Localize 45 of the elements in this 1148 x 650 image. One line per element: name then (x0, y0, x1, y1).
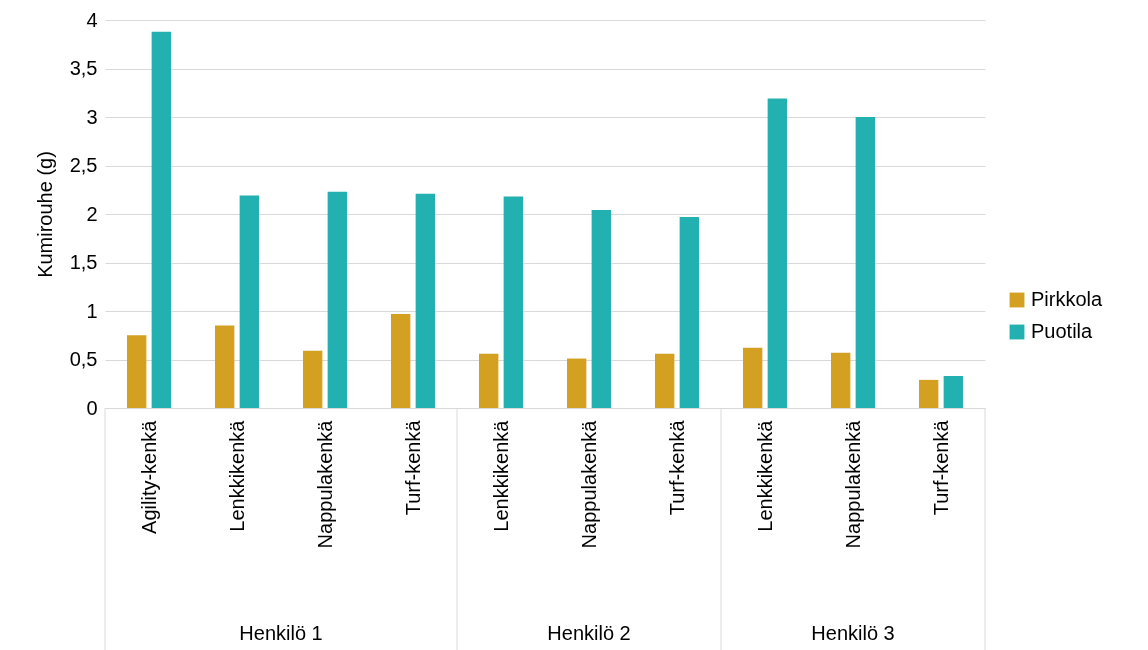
legend-label: Pirkkola (1031, 288, 1104, 310)
y-tick-label: 2 (86, 202, 98, 225)
x-tick-label: Lenkkikenkä (225, 419, 248, 532)
bar (415, 193, 435, 408)
bar (303, 350, 323, 408)
x-tick-label: Lenkkikenkä (753, 419, 776, 532)
y-tick-label: 3,5 (69, 57, 98, 79)
bar (479, 353, 499, 408)
bar (679, 216, 699, 408)
bar (855, 117, 875, 408)
bar (391, 313, 411, 408)
bar (767, 98, 787, 408)
bar (919, 379, 939, 408)
x-tick-label: Turf-kenkä (929, 419, 952, 516)
x-tick-label: Turf-kenkä (665, 419, 688, 516)
bar (655, 353, 675, 408)
text: Henkilö 3 (811, 622, 895, 644)
text: Henkilö 2 (547, 622, 631, 644)
bar (591, 210, 611, 408)
y-tick-label: 4 (86, 8, 98, 31)
bar (743, 347, 763, 408)
text: Henkilö 1 (239, 622, 323, 644)
x-tick-label: Agility-kenkä (137, 419, 160, 534)
x-tick-label: Turf-kenkä (401, 419, 424, 516)
y-tick-label: 3 (86, 105, 98, 128)
x-tick-label: Lenkkikenkä (489, 419, 512, 532)
bar (503, 196, 523, 408)
bar (151, 31, 171, 408)
bar (239, 195, 259, 408)
bar (215, 325, 235, 408)
bar (943, 375, 963, 408)
bar (327, 191, 347, 408)
x-tick-label: Nappulakenkä (577, 419, 600, 549)
legend-label: Puotila (1031, 320, 1094, 342)
y-tick-label: 1 (86, 299, 98, 322)
y-tick-label: 1,5 (69, 251, 98, 273)
y-tick-label: 0 (86, 396, 98, 419)
bar (567, 358, 587, 408)
bar (831, 352, 851, 408)
y-tick-label: 2,5 (69, 154, 98, 176)
y-axis-title: Kumirouhe (g) (33, 151, 56, 278)
x-tick-label: Nappulakenkä (313, 419, 336, 549)
bar (127, 335, 147, 408)
y-tick-label: 0,5 (69, 348, 98, 370)
x-tick-label: Nappulakenkä (841, 419, 864, 549)
